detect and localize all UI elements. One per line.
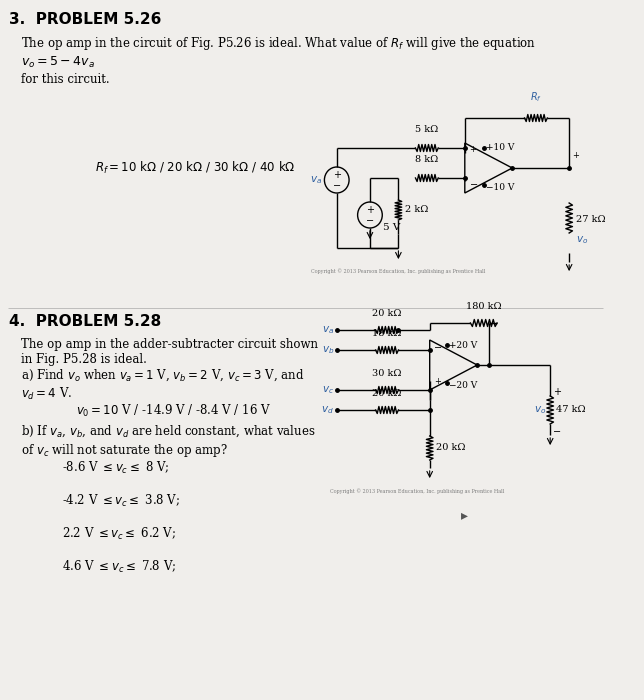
Text: Copyright © 2013 Pearson Education, Inc. publishing as Prentice Hall: Copyright © 2013 Pearson Education, Inc.… [311,268,486,274]
Text: +: + [366,205,374,215]
Text: 30 kΩ: 30 kΩ [372,369,402,378]
Text: b) If $v_a$, $v_b$, and $v_d$ are held constant, what values
of $v_c$ will not s: b) If $v_a$, $v_b$, and $v_d$ are held c… [21,424,316,459]
Text: −10 V: −10 V [486,183,514,192]
Text: $v_b$: $v_b$ [321,344,334,356]
Text: +: + [435,377,441,386]
Text: −: − [469,180,478,190]
Text: −: − [435,343,442,353]
Text: 2.2 V $\leq v_c \leq$ 6.2 V;: 2.2 V $\leq v_c \leq$ 6.2 V; [62,526,176,542]
Text: −: − [553,427,561,437]
Text: 2 kΩ: 2 kΩ [405,206,428,214]
Text: $v_a$: $v_a$ [310,174,323,186]
Text: 8 kΩ: 8 kΩ [415,155,439,164]
Text: +10 V: +10 V [486,144,514,153]
Text: $v_c$: $v_c$ [322,384,334,396]
Text: $v_d$: $v_d$ [321,404,334,416]
Text: -8.6 V $\leq v_c \leq$ 8 V;: -8.6 V $\leq v_c \leq$ 8 V; [62,460,169,476]
Text: −: − [333,181,341,191]
Text: +: + [572,151,579,160]
Text: Copyright © 2013 Pearson Education, Inc. publishing as Prentice Hall: Copyright © 2013 Pearson Education, Inc.… [330,488,504,494]
Text: $v_o$: $v_o$ [534,404,546,416]
Text: $v_o$: $v_o$ [576,234,588,246]
Text: 5 kΩ: 5 kΩ [415,125,439,134]
Text: The op amp in the circuit of Fig. P5.26 is ideal. What value of $R_f$ will give : The op amp in the circuit of Fig. P5.26 … [21,35,536,52]
Text: a) Find $v_o$ when $v_a = 1$ V, $v_b = 2$ V, $v_c = 3$ V, and
$v_d = 4$ V.: a) Find $v_o$ when $v_a = 1$ V, $v_b = 2… [21,368,304,402]
Text: $v_a$: $v_a$ [322,324,334,336]
Text: 4.6 V $\leq v_c \leq$ 7.8 V;: 4.6 V $\leq v_c \leq$ 7.8 V; [62,559,176,575]
Text: 20 kΩ: 20 kΩ [372,309,402,318]
Text: 5 V: 5 V [383,223,401,232]
Text: The op amp in the adder-subtracter circuit shown
in Fig. P5.28 is ideal.: The op amp in the adder-subtracter circu… [21,338,318,366]
Text: 18 kΩ: 18 kΩ [372,329,402,338]
Text: $R_f$: $R_f$ [530,90,542,104]
Text: 47 kΩ: 47 kΩ [556,405,585,414]
Text: 3.  PROBLEM 5.26: 3. PROBLEM 5.26 [10,12,162,27]
Text: +: + [469,146,477,155]
Text: +: + [333,170,341,180]
Text: $R_f = 10\ \mathrm{k}\Omega\ /\ 20\ \mathrm{k}\Omega\ /\ 30\ \mathrm{k}\Omega\ /: $R_f = 10\ \mathrm{k}\Omega\ /\ 20\ \mat… [95,160,296,176]
Text: $v_0 = 10$ V / -14.9 V / -8.4 V / 16 V: $v_0 = 10$ V / -14.9 V / -8.4 V / 16 V [76,403,271,419]
Text: ▸: ▸ [461,508,468,522]
Text: $v_o = 5 - 4v_a$: $v_o = 5 - 4v_a$ [21,55,95,70]
Text: for this circuit.: for this circuit. [21,73,109,86]
Text: -4.2 V $\leq v_c \leq$ 3.8 V;: -4.2 V $\leq v_c \leq$ 3.8 V; [62,493,180,509]
Text: 20 kΩ: 20 kΩ [437,444,466,452]
Text: 4.  PROBLEM 5.28: 4. PROBLEM 5.28 [10,314,162,329]
Text: −: − [366,216,374,226]
Text: +20 V: +20 V [449,340,477,349]
Text: +: + [553,387,561,397]
Text: 20 kΩ: 20 kΩ [372,389,402,398]
Text: 180 kΩ: 180 kΩ [466,302,502,311]
Text: 27 kΩ: 27 kΩ [576,216,605,225]
Text: −20 V: −20 V [449,381,477,389]
